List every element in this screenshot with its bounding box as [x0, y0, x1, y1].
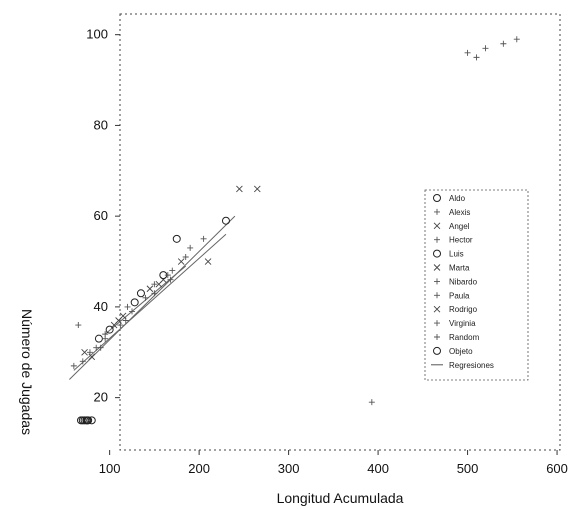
data-point — [70, 362, 77, 369]
data-point — [146, 285, 154, 293]
data-point — [105, 325, 114, 334]
data-point — [167, 276, 174, 283]
data-point — [169, 267, 176, 274]
y-axis-title: Número de Jugadas — [19, 309, 35, 435]
y-tick-label: 40 — [94, 299, 108, 314]
data-point — [136, 289, 145, 298]
data-point — [500, 40, 507, 47]
plot-area — [119, 13, 561, 451]
data-point — [124, 303, 131, 310]
data-point — [86, 349, 93, 356]
data-point — [464, 49, 471, 56]
data-point — [482, 45, 489, 52]
data-point — [130, 298, 139, 307]
y-tick-label: 20 — [94, 390, 108, 405]
data-point — [177, 258, 185, 265]
legend-marker — [433, 249, 441, 258]
legend-marker — [433, 346, 441, 355]
data-point — [119, 312, 127, 320]
legend-entry-label: Angel — [449, 222, 470, 231]
legend-entry-label: Luis — [449, 250, 464, 259]
legend-marker — [433, 264, 441, 271]
regression-line — [69, 215, 236, 380]
x-axis-title: Longitud Acumulada — [277, 490, 404, 506]
data-point — [253, 185, 261, 193]
data-point — [236, 185, 243, 193]
data-point — [187, 244, 194, 251]
legend-marker — [433, 222, 441, 230]
data-point — [84, 416, 93, 425]
legend-marker — [434, 320, 440, 327]
legend-marker — [434, 278, 440, 285]
data-point — [93, 344, 100, 351]
x-tick-label: 500 — [457, 461, 479, 476]
x-tick-label: 400 — [367, 461, 389, 476]
legend-entry-label: Rodrigo — [449, 305, 478, 314]
y-tick-label: 60 — [94, 208, 108, 223]
legend: Aldo Alexis Angel Hector Luis Marta Nibardo Pau… — [424, 189, 529, 381]
data-point — [164, 272, 171, 279]
legend-entry-label: Paula — [449, 291, 470, 300]
y-tick-label: 100 — [86, 27, 108, 42]
data-point — [151, 281, 158, 288]
data-point — [110, 321, 118, 329]
data-point — [129, 308, 136, 315]
data-point — [75, 322, 82, 329]
data-point — [172, 234, 181, 243]
legend-entry-label: Marta — [449, 264, 470, 273]
x-tick-label: 200 — [188, 461, 210, 476]
legend-entry-label: Alexis — [449, 208, 470, 217]
legend-marker — [434, 292, 440, 299]
data-point — [79, 358, 86, 365]
legend-entry-label: Hector — [449, 236, 473, 245]
y-tick-label: 80 — [94, 117, 108, 132]
regression-lines — [69, 215, 236, 380]
data-point — [368, 399, 375, 406]
x-tick-label: 300 — [278, 461, 300, 476]
legend-marker — [434, 208, 440, 215]
y-axis: 20 40 60 80 100 — [86, 27, 120, 405]
legend-entry-label: Objeto — [449, 347, 473, 356]
data-point — [182, 253, 189, 260]
data-point — [102, 335, 109, 342]
x-axis: 100 200 300 400 500 600 — [99, 450, 568, 476]
data-point — [151, 290, 158, 297]
data-point — [204, 258, 212, 265]
legend-marker — [433, 305, 441, 313]
legend-entry-label: Random — [449, 333, 480, 342]
x-tick-label: 100 — [99, 461, 121, 476]
data-point — [200, 235, 207, 242]
legend-box — [424, 189, 529, 381]
data-point — [155, 280, 163, 288]
legend-marker — [434, 236, 440, 243]
data-points — [70, 36, 520, 425]
legend-marker — [434, 334, 440, 340]
data-point — [94, 334, 103, 343]
data-point — [513, 36, 520, 43]
x-tick-label: 600 — [546, 461, 568, 476]
data-point — [122, 317, 129, 324]
legend-entry-label: Regresiones — [449, 361, 494, 370]
legend-entry-label: Virginia — [449, 319, 476, 328]
data-point — [81, 348, 88, 356]
data-point — [142, 294, 149, 301]
legend-entry-label: Aldo — [449, 194, 466, 203]
data-point — [117, 322, 124, 329]
data-point — [221, 216, 230, 225]
data-point — [473, 54, 480, 61]
legend-marker — [433, 194, 441, 202]
data-point — [87, 416, 96, 425]
legend-entry-label: Nibardo — [449, 277, 478, 286]
